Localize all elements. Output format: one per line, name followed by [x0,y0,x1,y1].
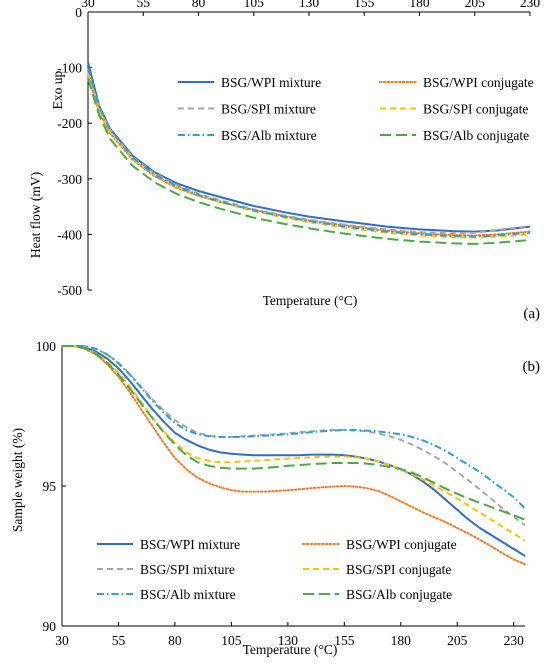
series-line-bsg-spi-mixture [87,70,531,235]
panel-label: (b) [523,359,541,375]
series-line-bsg-spi-conjugate [62,345,526,542]
series-line-bsg-wpi-conjugate [61,345,526,566]
series-line-bsg-wpi-conjugate [87,74,531,237]
y-tick-label: -400 [57,227,82,242]
y-tick-label: 95 [43,479,57,494]
x-axis-label: Temperature (°C) [243,642,338,657]
x-tick-label: 230 [504,633,525,648]
x-tick-label: 80 [168,633,182,648]
legend-label-bsg-spi-mixture: BSG/SPI mixture [221,102,316,117]
legend-label-bsg-alb-conjugate: BSG/Alb conjugate [423,128,529,143]
y-tick-label: 100 [36,339,57,354]
series-line-bsg-spi-conjugate [87,72,531,239]
y-tick-label: -500 [57,283,82,298]
y-axis-label: Heat flow (mV) [28,172,43,258]
x-tick-label: 130 [299,0,320,10]
x-tick-label: 55 [137,0,151,10]
x-tick-label: 105 [221,633,242,648]
x-tick-label: 55 [112,633,126,648]
legend-label-bsg-alb-mixture: BSG/Alb mixture [221,128,317,143]
legend-label-bsg-spi-mixture: BSG/SPI mixture [140,562,235,577]
x-tick-label: 130 [278,633,299,648]
x-tick-label: 205 [465,0,486,10]
exo-up-annotation: Exo up [50,70,65,109]
y-tick-label: 90 [43,619,57,634]
y-axis-label: Sample weight (%) [10,428,25,532]
legend-label-bsg-wpi-mixture: BSG/WPI mixture [140,537,240,552]
panel-label: (a) [523,306,540,322]
x-axis-label: Temperature (°C) [263,293,358,308]
y-tick-label: -100 [57,61,82,76]
y-tick-label: -300 [57,172,82,187]
y-tick-label: -200 [57,116,82,131]
x-tick-label: 180 [391,633,412,648]
x-tick-label: 180 [409,0,430,10]
x-tick-label: 155 [354,0,375,10]
x-tick-label: 30 [55,633,69,648]
series-line-bsg-wpi-mixture [62,345,526,557]
x-tick-label: 155 [334,633,355,648]
x-tick-label: 80 [192,0,206,10]
sample-weight-chart: 30 55 80 105 130 155 180 205 230 100 95 90 BSG/WPI m… [10,339,540,657]
series-line-bsg-alb-conjugate [87,78,531,245]
series-line-bsg-wpi-mixture [87,61,531,233]
legend-label-bsg-spi-conjugate: BSG/SPI conjugate [346,562,451,577]
x-tick-label: 105 [244,0,265,10]
series-line-bsg-alb-mixture [87,67,531,238]
x-tick-label: 230 [520,0,541,10]
legend-label-bsg-alb-conjugate: BSG/Alb conjugate [346,587,452,602]
legend-label-bsg-wpi-conjugate: BSG/WPI conjugate [346,537,457,552]
x-tick-label: 205 [447,633,468,648]
x-tick-label: 30 [81,0,95,10]
heat-flow-chart: 30 55 80 105 130 155 180 205 230 0 -100 -200 -300 -40… [28,0,540,322]
y-tick-label: 0 [75,5,82,20]
legend-label-bsg-spi-conjugate: BSG/SPI conjugate [423,102,528,117]
legend-label-bsg-wpi-mixture: BSG/WPI mixture [221,75,321,90]
legend-label-bsg-alb-mixture: BSG/Alb mixture [140,587,236,602]
series-line-bsg-alb-conjugate [62,345,526,521]
legend-label-bsg-wpi-conjugate: BSG/WPI conjugate [423,75,534,90]
series-line-bsg-alb-mixture [62,345,526,510]
